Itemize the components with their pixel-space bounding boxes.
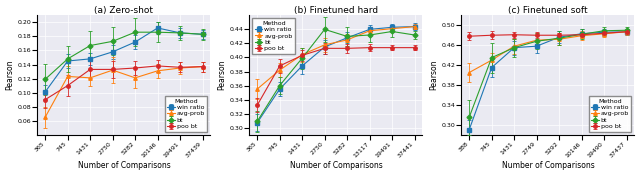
X-axis label: Number of Comparisons: Number of Comparisons <box>289 161 382 170</box>
Legend: win ratio, avg-prob, bt, poo bt: win ratio, avg-prob, bt, poo bt <box>164 96 207 132</box>
Y-axis label: Pearson: Pearson <box>218 60 227 90</box>
X-axis label: Number of Comparisons: Number of Comparisons <box>77 161 170 170</box>
Title: (c) Finetuned soft: (c) Finetuned soft <box>508 6 588 15</box>
X-axis label: Number of Comparisons: Number of Comparisons <box>502 161 595 170</box>
Legend: win ratio, avg-prob, bt, poo bt: win ratio, avg-prob, bt, poo bt <box>589 96 631 132</box>
Y-axis label: Pearson: Pearson <box>429 60 438 90</box>
Title: (a) Zero-shot: (a) Zero-shot <box>95 6 154 15</box>
Y-axis label: Pearson: Pearson <box>6 60 15 90</box>
Title: (b) Finetuned hard: (b) Finetuned hard <box>294 6 378 15</box>
Legend: win ratio, avg-prob, bt, poo bt: win ratio, avg-prob, bt, poo bt <box>252 18 295 54</box>
